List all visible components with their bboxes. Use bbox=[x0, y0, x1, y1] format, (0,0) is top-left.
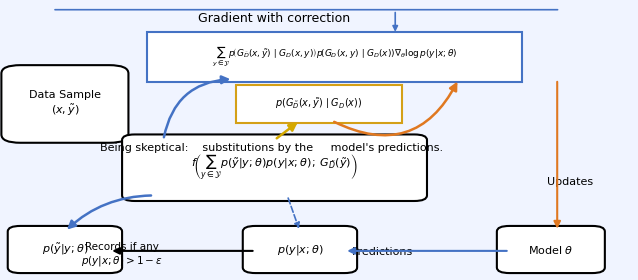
Text: Model $\theta$: Model $\theta$ bbox=[528, 244, 574, 256]
FancyBboxPatch shape bbox=[243, 226, 357, 273]
Text: Data Sample
$(x, \tilde{y})$: Data Sample $(x, \tilde{y})$ bbox=[29, 90, 101, 118]
FancyBboxPatch shape bbox=[147, 32, 523, 82]
Text: $p(\tilde{y}|y;\theta)$: $p(\tilde{y}|y;\theta)$ bbox=[41, 242, 88, 257]
FancyBboxPatch shape bbox=[1, 65, 128, 143]
Text: Predictions: Predictions bbox=[352, 247, 413, 257]
Text: Records if any
$p(y|x;\theta) > 1 - \varepsilon$: Records if any $p(y|x;\theta) > 1 - \var… bbox=[81, 242, 163, 268]
Text: $f\!\left(\sum_{y\in\mathcal{Y}} p(\tilde{y}|y;\theta)p(y|x;\theta);\;G_{\tilde{: $f\!\left(\sum_{y\in\mathcal{Y}} p(\tild… bbox=[191, 153, 358, 183]
Text: $p(y|x;\theta)$: $p(y|x;\theta)$ bbox=[277, 242, 323, 256]
FancyBboxPatch shape bbox=[122, 134, 427, 201]
Text: $\sum_{y\in\mathcal{Y}} p\!\left(G_{\tilde{D}}(x,\tilde{y})\mid G_D(x,y)\right)p: $\sum_{y\in\mathcal{Y}} p\!\left(G_{\til… bbox=[212, 45, 457, 69]
FancyBboxPatch shape bbox=[237, 85, 401, 123]
Text: Gradient with correction: Gradient with correction bbox=[198, 13, 351, 25]
Text: Updates: Updates bbox=[547, 177, 593, 186]
FancyBboxPatch shape bbox=[497, 226, 605, 273]
FancyBboxPatch shape bbox=[8, 226, 122, 273]
Text: $p(G_{\tilde{D}}(x,\tilde{y})\mid G_D(x))$: $p(G_{\tilde{D}}(x,\tilde{y})\mid G_D(x)… bbox=[276, 97, 362, 111]
Text: Being skeptical:    substitutions by the     model's predictions.: Being skeptical: substitutions by the mo… bbox=[100, 143, 443, 153]
